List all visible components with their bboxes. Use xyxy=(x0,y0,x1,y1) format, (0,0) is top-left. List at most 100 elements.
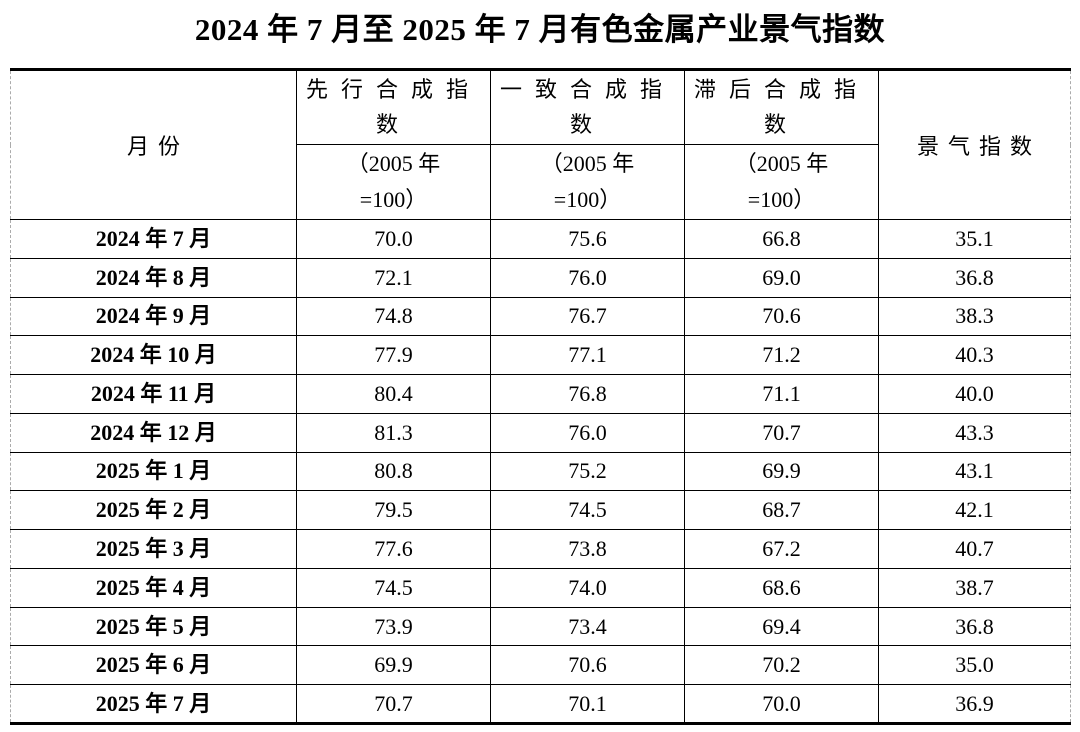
boom-index-cell: 36.9 xyxy=(878,684,1071,725)
month-cell: 2025 年 5 月 xyxy=(10,606,297,647)
coincident-index-cell: 73.8 xyxy=(490,529,685,569)
boom-index-cell: 43.1 xyxy=(878,451,1071,492)
table-row: 2025 年 7 月 70.7 70.1 70.0 36.9 xyxy=(10,684,1071,725)
base-year-line: （2005 年 xyxy=(346,151,441,176)
table-row: 2025 年 6 月 69.9 70.6 70.2 35.0 xyxy=(10,645,1071,686)
leading-index-cell: 70.7 xyxy=(296,684,491,725)
table-row: 2024 年 8 月 72.1 76.0 69.0 36.8 xyxy=(10,257,1071,298)
lagging-index-cell: 69.0 xyxy=(684,257,879,298)
header-month-label: 月份 xyxy=(126,134,189,159)
lagging-index-cell: 70.7 xyxy=(684,412,879,453)
leading-index-cell: 77.9 xyxy=(296,335,491,376)
header-month: 月份 xyxy=(10,68,297,220)
table-row: 2025 年 3 月 77.6 73.8 67.2 40.7 xyxy=(10,529,1071,569)
boom-index-cell: 40.0 xyxy=(878,374,1071,414)
coincident-index-cell: 76.0 xyxy=(490,412,685,453)
header-coincident-base: （2005 年 =100） xyxy=(490,144,685,220)
month-cell: 2024 年 8 月 xyxy=(10,257,297,298)
boom-index-cell: 43.3 xyxy=(878,412,1071,453)
boom-index-cell: 36.8 xyxy=(878,606,1071,647)
leading-index-cell: 80.4 xyxy=(296,374,491,414)
lagging-index-cell: 71.2 xyxy=(684,335,879,376)
page-title: 2024 年 7 月至 2025 年 7 月有色金属产业景气指数 xyxy=(194,12,886,47)
coincident-index-cell: 77.1 xyxy=(490,335,685,376)
table-row: 2025 年 5 月 73.9 73.4 69.4 36.8 xyxy=(10,606,1071,647)
table-row: 2024 年 9 月 74.8 76.7 70.6 38.3 xyxy=(10,296,1071,337)
coincident-index-cell: 70.6 xyxy=(490,645,685,686)
table-row: 2025 年 1 月 80.8 75.2 69.9 43.1 xyxy=(10,451,1071,492)
coincident-index-cell: 74.5 xyxy=(490,490,685,531)
prosperity-index-table: 月份 先行合成指数 一致合成指数 滞后合成指数 景气指数 （2005 年 =10… xyxy=(10,68,1071,725)
header-boom-index: 景气指数 xyxy=(878,68,1071,220)
header-lagging-index: 滞后合成指数 xyxy=(684,68,879,145)
boom-index-cell: 38.7 xyxy=(878,567,1071,608)
month-cell: 2024 年 10 月 xyxy=(10,335,297,376)
table-header: 月份 先行合成指数 一致合成指数 滞后合成指数 景气指数 （2005 年 =10… xyxy=(10,68,1071,220)
leading-index-cell: 70.0 xyxy=(296,219,491,259)
base-value-line: =100） xyxy=(747,187,816,212)
lagging-index-cell: 69.9 xyxy=(684,451,879,492)
month-cell: 2024 年 9 月 xyxy=(10,296,297,337)
header-leading-base: （2005 年 =100） xyxy=(296,144,491,220)
header-coincident-index: 一致合成指数 xyxy=(490,68,685,145)
coincident-index-cell: 76.7 xyxy=(490,296,685,337)
boom-index-cell: 35.0 xyxy=(878,645,1071,686)
lagging-index-cell: 70.0 xyxy=(684,684,879,725)
leading-index-cell: 81.3 xyxy=(296,412,491,453)
month-cell: 2025 年 3 月 xyxy=(10,529,297,569)
table-body: 2024 年 7 月 70.0 75.6 66.8 35.1 2024 年 8 … xyxy=(10,219,1071,725)
coincident-index-cell: 70.1 xyxy=(490,684,685,725)
coincident-index-cell: 76.0 xyxy=(490,257,685,298)
leading-index-cell: 74.8 xyxy=(296,296,491,337)
month-cell: 2025 年 7 月 xyxy=(10,684,297,725)
boom-index-cell: 40.3 xyxy=(878,335,1071,376)
header-boom-index-label: 景气指数 xyxy=(916,134,1041,159)
leading-index-cell: 79.5 xyxy=(296,490,491,531)
header-leading-index-label: 先行合成指数 xyxy=(305,77,481,137)
base-value-line: =100） xyxy=(553,187,622,212)
coincident-index-cell: 73.4 xyxy=(490,606,685,647)
header-lagging-index-label: 滞后合成指数 xyxy=(693,77,869,137)
table-row: 2024 年 10 月 77.9 77.1 71.2 40.3 xyxy=(10,335,1071,376)
leading-index-cell: 80.8 xyxy=(296,451,491,492)
header-leading-index: 先行合成指数 xyxy=(296,68,491,145)
table-row: 2024 年 11 月 80.4 76.8 71.1 40.0 xyxy=(10,374,1071,414)
lagging-index-cell: 70.6 xyxy=(684,296,879,337)
header-row-top: 月份 先行合成指数 一致合成指数 滞后合成指数 景气指数 xyxy=(10,68,1071,220)
lagging-index-cell: 68.6 xyxy=(684,567,879,608)
table-row: 2024 年 12 月 81.3 76.0 70.7 43.3 xyxy=(10,412,1071,453)
boom-index-cell: 40.7 xyxy=(878,529,1071,569)
header-lagging-base: （2005 年 =100） xyxy=(684,144,879,220)
leading-index-cell: 73.9 xyxy=(296,606,491,647)
coincident-index-cell: 75.6 xyxy=(490,219,685,259)
month-cell: 2025 年 6 月 xyxy=(10,645,297,686)
table-row: 2025 年 2 月 79.5 74.5 68.7 42.1 xyxy=(10,490,1071,531)
lagging-index-cell: 67.2 xyxy=(684,529,879,569)
leading-index-cell: 74.5 xyxy=(296,567,491,608)
month-cell: 2025 年 2 月 xyxy=(10,490,297,531)
boom-index-cell: 35.1 xyxy=(878,219,1071,259)
lagging-index-cell: 71.1 xyxy=(684,374,879,414)
base-value-line: =100） xyxy=(359,187,428,212)
boom-index-cell: 36.8 xyxy=(878,257,1071,298)
coincident-index-cell: 76.8 xyxy=(490,374,685,414)
table-row: 2024 年 7 月 70.0 75.6 66.8 35.1 xyxy=(10,219,1071,259)
base-year-line: （2005 年 xyxy=(734,151,829,176)
base-year-line: （2005 年 xyxy=(540,151,635,176)
boom-index-cell: 42.1 xyxy=(878,490,1071,531)
lagging-index-cell: 70.2 xyxy=(684,645,879,686)
table-row: 2025 年 4 月 74.5 74.0 68.6 38.7 xyxy=(10,567,1071,608)
lagging-index-cell: 69.4 xyxy=(684,606,879,647)
leading-index-cell: 72.1 xyxy=(296,257,491,298)
lagging-index-cell: 66.8 xyxy=(684,219,879,259)
lagging-index-cell: 68.7 xyxy=(684,490,879,531)
boom-index-cell: 38.3 xyxy=(878,296,1071,337)
month-cell: 2025 年 4 月 xyxy=(10,567,297,608)
month-cell: 2024 年 12 月 xyxy=(10,412,297,453)
month-cell: 2025 年 1 月 xyxy=(10,451,297,492)
coincident-index-cell: 75.2 xyxy=(490,451,685,492)
header-coincident-index-label: 一致合成指数 xyxy=(499,77,675,137)
leading-index-cell: 69.9 xyxy=(296,645,491,686)
leading-index-cell: 77.6 xyxy=(296,529,491,569)
